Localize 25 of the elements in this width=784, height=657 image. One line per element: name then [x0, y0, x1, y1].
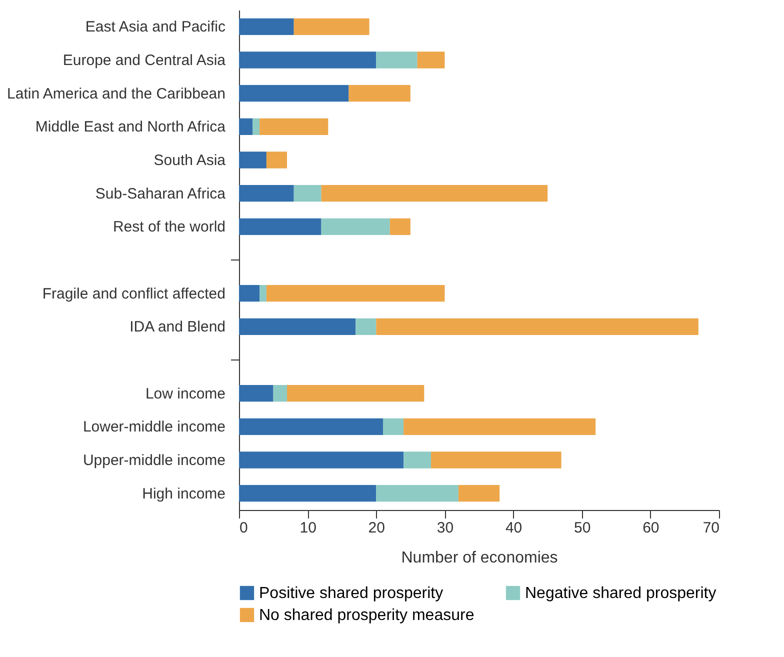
- y-tick-label: IDA and Blend: [130, 318, 226, 336]
- x-tick-label: 10: [300, 520, 316, 536]
- x-tick-label: 70: [702, 520, 720, 536]
- y-tick-label: Low income: [145, 385, 226, 402]
- y-tick-label: High income: [142, 485, 226, 502]
- y-tick-label: Rest of the world: [112, 218, 226, 236]
- x-tick-label: 50: [574, 520, 591, 536]
- legend-label: No shared prosperity measure: [259, 607, 474, 624]
- x-tick-label: 60: [642, 520, 660, 536]
- x-axis-title: Number of economies: [401, 550, 558, 566]
- y-tick-label: Latin America and the Caribbean: [7, 85, 226, 102]
- y-tick-label: Lower-middle income: [82, 418, 226, 436]
- y-tick-label: East Asia and Pacific: [85, 18, 226, 36]
- legend-label: Negative shared prosperity: [525, 585, 716, 602]
- x-tick-label: 30: [436, 520, 454, 536]
- y-tick-label: Upper-middle income: [82, 452, 226, 469]
- x-tick-label: 0: [240, 520, 248, 536]
- y-tick-label: Fragile and conflict affected: [42, 285, 226, 302]
- x-tick-label: 40: [505, 520, 522, 536]
- y-tick-label: Middle East and North Africa: [35, 118, 226, 136]
- legend-label: Positive shared prosperity: [259, 585, 444, 602]
- y-tick-label: Europe and Central Asia: [62, 52, 226, 69]
- y-tick-label: Sub-Saharan Africa: [95, 185, 226, 202]
- x-tick-label: 20: [368, 520, 385, 536]
- y-tick-label: South Asia: [154, 152, 226, 169]
